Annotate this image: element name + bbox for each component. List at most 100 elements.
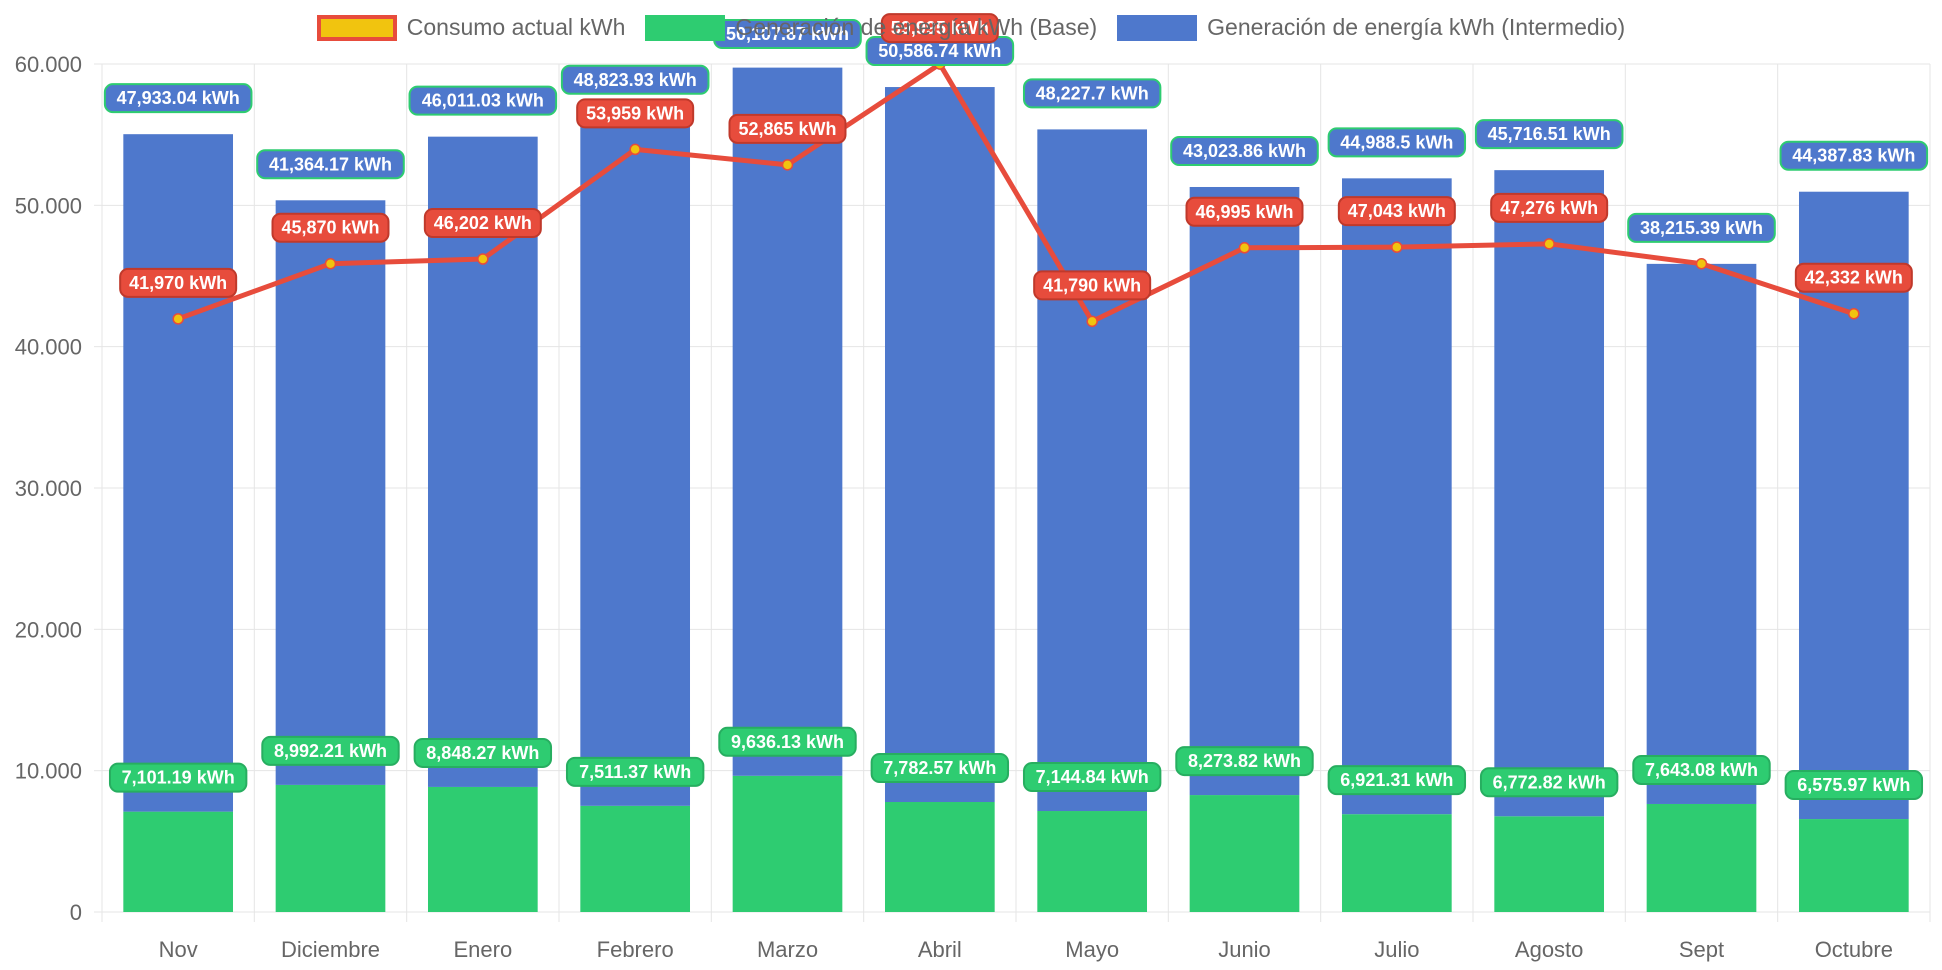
consumo-point [1695,257,1708,270]
label-base-text: 7,782.57 kWh [883,758,996,778]
label-consumo: 47,276 kWh [1490,192,1609,223]
bar-intermedio [427,136,538,787]
label-intermedio-bg [1327,127,1467,158]
x-tick-label: Octubre [1815,937,1893,962]
label-consumo-bg [119,267,238,298]
bar-base [1494,816,1605,912]
label-intermedio: 43,023.86 kWh [1170,135,1319,166]
consumo-point [1086,315,1098,328]
label-base: 7,101.19 kWh [108,762,248,793]
label-consumo-bg [1337,196,1456,227]
bar-base [1798,819,1909,912]
label-consumo-bg [880,13,999,44]
bar-intermedio [732,67,843,776]
label-consumo: 42,332 kWh [1794,262,1913,293]
consumo-line [175,61,1857,324]
consumo-point [477,253,489,265]
label-base-bg [718,726,857,757]
label-intermedio-text: 47,933.04 kWh [117,88,240,108]
label-consumo-text: 52,865 kWh [738,119,836,139]
label-base: 7,643.08 kWh [1632,754,1771,785]
bar-intermedio [580,115,691,806]
bar-intermedio [884,87,995,803]
label-base: 8,992.21 kWh [261,735,400,766]
label-base-bg [1632,754,1771,785]
y-tick-label: 60.000 [15,52,82,77]
label-base: 8,848.27 kWh [413,737,553,768]
consumo-point [1238,242,1251,254]
label-consumo-text: 53,959 kWh [586,103,684,123]
legend-swatch [1117,14,1198,41]
legend-item[interactable]: Generación de energía kWh (Base) [645,14,1097,41]
label-base-bg [261,735,400,766]
label-consumo-text: 46,202 kWh [434,213,532,233]
label-intermedio: 47,933.04 kWh [103,83,253,114]
bar-intermedio [1037,129,1148,812]
label-consumo-text: 47,043 kWh [1348,201,1446,221]
bar-base [275,784,386,912]
label-intermedio-bg [103,83,253,114]
label-base-text: 7,101.19 kWh [122,768,235,788]
legend-swatch [645,14,726,41]
label-intermedio-bg [1779,140,1929,171]
label-intermedio: 46,011.03 kWh [408,85,558,116]
x-tick-label: Julio [1374,937,1419,962]
label-intermedio: 48,823.93 kWh [560,64,710,95]
label-intermedio-text: 44,387.83 kWh [1792,146,1915,166]
grid-lines [94,63,1931,922]
bar-intermedio [275,200,386,785]
x-tick-label: Sept [1679,937,1724,962]
label-consumo: 45,870 kWh [271,212,390,243]
label-consumo-bg [1033,270,1152,301]
label-base: 7,144.84 kWh [1022,762,1162,793]
label-base: 7,782.57 kWh [870,753,1010,784]
label-base-text: 8,848.27 kWh [426,743,539,763]
label-consumo-bg [271,212,390,243]
x-tick-label: Agosto [1515,937,1584,962]
y-tick-label: 40.000 [15,335,82,360]
label-intermedio: 41,364.17 kWh [256,149,405,180]
label-base: 6,921.31 kWh [1327,765,1467,796]
label-intermedio: 50,107.87 kWh [713,19,862,49]
label-consumo-text: 45,870 kWh [281,218,379,238]
label-intermedio-bg [1474,119,1624,150]
legend-item[interactable]: Consumo actual kWh [316,14,625,41]
chart-legend: Consumo actual kWh Generación de energía … [0,14,1942,41]
label-base-bg [1479,767,1619,798]
consumo-point [172,313,184,325]
consumo-point [324,257,337,270]
label-intermedio-bg [408,85,558,116]
label-intermedio-text: 41,364.17 kWh [269,154,392,174]
label-intermedio-text: 50,107.87 kWh [726,24,849,44]
legend-item[interactable]: Generación de energía kWh (Intermedio) [1117,14,1625,41]
label-consumo-text: 59,995 kWh [891,18,989,38]
label-base-text: 6,772.82 kWh [1493,772,1606,792]
label-consumo-bg [423,208,542,239]
bar-base [1646,803,1757,912]
consumo-point [1543,238,1555,250]
label-consumo: 47,043 kWh [1337,196,1456,227]
label-intermedio-text: 46,011.03 kWh [422,91,544,111]
bar-base [1037,811,1148,912]
label-consumo-text: 41,970 kWh [129,273,227,293]
label-base-bg [1327,765,1467,796]
label-intermedio: 44,387.83 kWh [1779,140,1929,171]
label-base: 9,636.13 kWh [718,726,857,757]
label-base-text: 9,636.13 kWh [731,732,844,752]
bar-intermedio [1798,191,1909,820]
label-intermedio-bg [1022,78,1162,109]
label-base-text: 7,511.37 kWh [579,762,691,782]
label-intermedio-bg [560,64,710,95]
y-tick-label: 0 [70,900,82,925]
label-base-text: 7,144.84 kWh [1036,767,1149,787]
label-consumo: 59,995 kWh [880,13,999,44]
label-base-bg [1784,770,1924,801]
bar-intermedio [123,134,234,812]
label-consumo: 53,959 kWh [576,98,695,129]
label-base: 6,575.97 kWh [1784,770,1924,801]
y-tick-label: 20.000 [15,617,82,642]
consumo-line-group [172,58,1860,328]
consumo-point [629,143,641,156]
consumo-point [1848,307,1860,320]
